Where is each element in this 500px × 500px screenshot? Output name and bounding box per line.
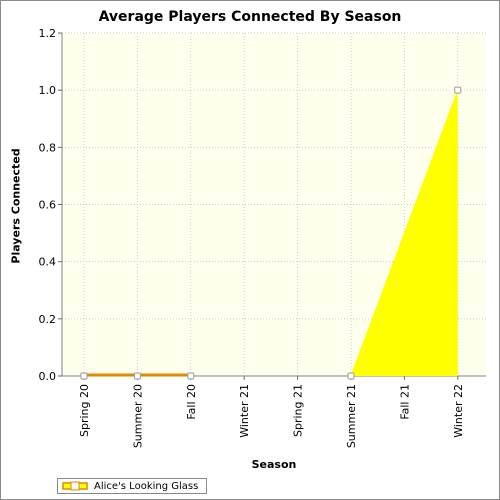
- legend-swatch-marker: [70, 481, 80, 491]
- x-tick-label: Winter 22: [452, 384, 465, 438]
- x-tick-label: Spring 20: [78, 384, 91, 437]
- chart-title: Average Players Connected By Season: [98, 9, 402, 25]
- data-point-marker: [80, 372, 88, 380]
- y-tick-label: 1.2: [39, 27, 57, 40]
- y-tick-label: 0.8: [39, 141, 57, 154]
- y-tick-label: 0.4: [39, 256, 57, 269]
- data-point-marker: [347, 372, 355, 380]
- y-tick-label: 0.0: [39, 370, 57, 383]
- x-tick-label: Summer 21: [345, 384, 358, 448]
- x-tick-label: Spring 21: [292, 384, 305, 437]
- x-tick-label: Fall 20: [185, 384, 198, 420]
- y-tick-label: 0.2: [39, 313, 57, 326]
- legend-entry-label: Alice's Looking Glass: [94, 480, 199, 492]
- x-axis-label: Season: [251, 458, 297, 471]
- x-tick-label: Winter 21: [238, 384, 251, 438]
- y-tick-label: 0.6: [39, 199, 57, 212]
- data-point-marker: [454, 86, 462, 94]
- x-tick-label: Fall 21: [398, 384, 411, 420]
- data-point-marker: [133, 372, 141, 380]
- legend: Alice's Looking Glass: [57, 478, 208, 494]
- y-tick-label: 1.0: [39, 84, 57, 97]
- x-tick-label: Summer 20: [131, 384, 144, 448]
- series-line: [350, 89, 459, 377]
- legend-swatch-icon: [62, 481, 88, 491]
- data-point-marker: [187, 372, 195, 380]
